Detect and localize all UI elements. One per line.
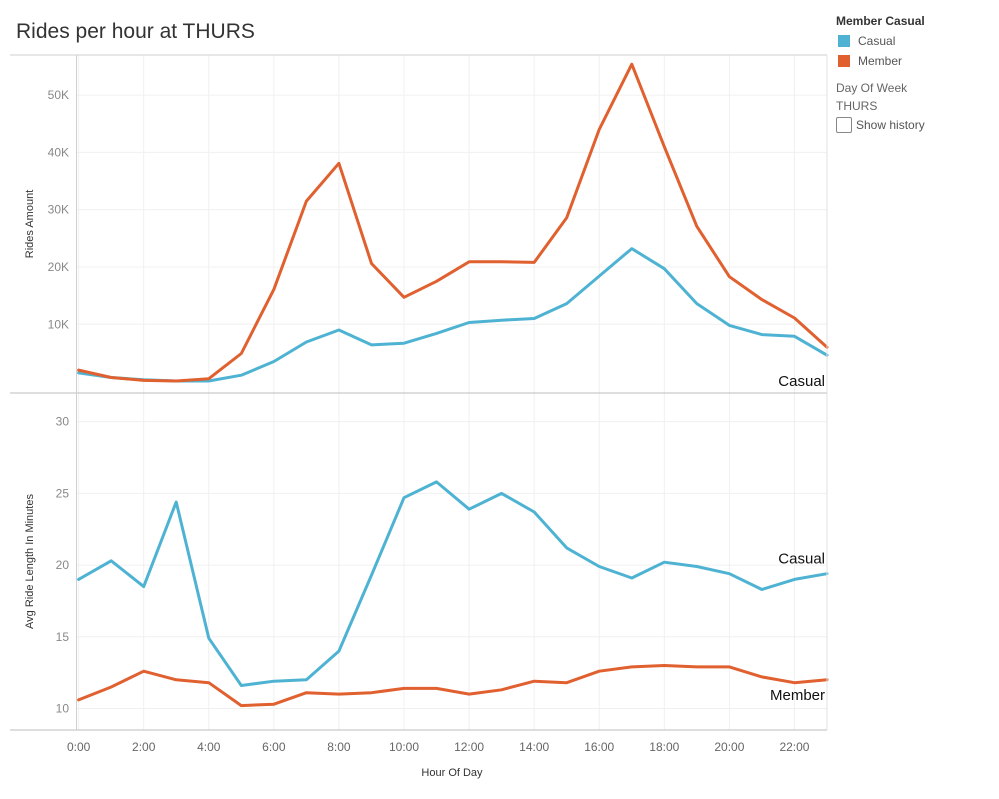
legend-label-casual: Casual <box>858 34 896 48</box>
y-tick-label-p1-0: 10 <box>56 701 70 715</box>
x-tick-label-8: 8:00 <box>327 740 351 754</box>
x-tick-label-14: 14:00 <box>519 740 549 754</box>
filter-value: THURS <box>836 99 878 113</box>
y-tick-label-p1-2: 20 <box>56 558 70 572</box>
end-label-member-p1: Member <box>770 687 825 704</box>
y-axis-label-p1: Avg Ride Length In Minutes <box>24 494 36 629</box>
show-history-toggle[interactable]: Show history <box>836 117 996 133</box>
legend-panel: Member Casual Casual Member Day Of Week … <box>836 14 996 133</box>
series-line-casual-p0[interactable] <box>77 247 829 383</box>
y-tick-label-p0-3: 40K <box>48 145 69 159</box>
chart-area: 10K 20K 30K 40K 50K Rides Amount Casual 10 15 20 2… <box>10 54 829 779</box>
y-tick-label-p0-2: 30K <box>48 203 69 217</box>
x-tick-label-12: 12:00 <box>454 740 484 754</box>
legend-label-member: Member <box>858 54 903 68</box>
series-line-member-p0[interactable] <box>77 62 829 383</box>
y-axis-label-p0: Rides Amount <box>24 190 36 258</box>
x-tick-label-4: 4:00 <box>197 740 221 754</box>
y-tick-label-p0-0: 10K <box>48 317 69 331</box>
legend-item-member[interactable]: Member <box>836 51 996 71</box>
filter-title: Day Of Week <box>836 81 908 95</box>
chart-title: Rides per hour at THURS <box>16 20 255 43</box>
x-tick-label-6: 6:00 <box>262 740 286 754</box>
x-tick-label-18: 18:00 <box>649 740 679 754</box>
legend-swatch-member <box>838 55 850 67</box>
y-tick-label-p1-4: 30 <box>56 415 70 429</box>
x-tick-label-20: 20:00 <box>714 740 744 754</box>
x-tick-label-0: 0:00 <box>67 740 91 754</box>
legend-title: Member Casual <box>836 14 925 28</box>
x-tick-label-16: 16:00 <box>584 740 614 754</box>
x-axis-label: Hour Of Day <box>421 767 483 779</box>
legend-swatch-casual <box>838 35 850 47</box>
y-tick-label-p1-3: 25 <box>56 486 70 500</box>
show-history-checkbox[interactable] <box>836 117 852 133</box>
x-tick-label-22: 22:00 <box>779 740 809 754</box>
y-tick-label-p0-1: 20K <box>48 260 69 274</box>
y-tick-label-p1-1: 15 <box>56 630 70 644</box>
x-tick-label-10: 10:00 <box>389 740 419 754</box>
series-line-casual-p1[interactable] <box>77 480 829 687</box>
y-tick-label-p0-4: 50K <box>48 88 69 102</box>
series-line-member-p1[interactable] <box>77 664 829 708</box>
x-tick-label-2: 2:00 <box>132 740 156 754</box>
end-label-casual-p0: Casual <box>778 373 825 390</box>
legend-item-casual[interactable]: Casual <box>836 31 996 51</box>
show-history-label: Show history <box>856 118 925 132</box>
end-label-casual-p1: Casual <box>778 551 825 568</box>
